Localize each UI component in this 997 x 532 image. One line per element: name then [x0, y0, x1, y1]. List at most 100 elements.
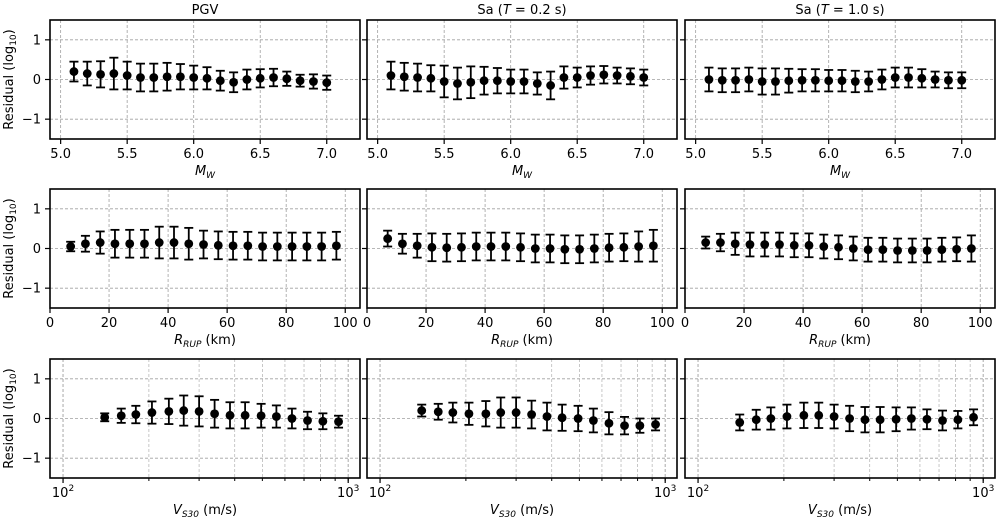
data-point: [599, 70, 609, 80]
x-tick-label: 7.0: [633, 147, 654, 162]
y-tick-label: 0: [33, 73, 41, 88]
data-point: [877, 75, 887, 84]
data-point: [717, 75, 727, 85]
data-point: [938, 416, 947, 425]
x-tick-label: 5.0: [50, 147, 71, 162]
column-title: Sa (T = 0.2 s): [477, 3, 566, 18]
x-axis-label: VS30 (m/s): [173, 503, 237, 520]
y-tick-label: 0: [33, 412, 41, 427]
data-point: [501, 242, 511, 251]
x-tick-label: 102: [52, 484, 74, 501]
data-point: [589, 244, 599, 253]
x-tick-label: 6.5: [567, 147, 588, 162]
panel-r0-c2: 5.0 5.5 6.0 6.5 7.0 MW: [680, 19, 996, 181]
data-point: [256, 411, 266, 421]
data-point: [704, 75, 714, 84]
data-point: [907, 246, 917, 255]
data-point: [479, 76, 489, 86]
y-tick-label: 1: [33, 372, 41, 387]
data-point: [757, 77, 767, 86]
data-point: [194, 406, 204, 416]
data-point: [162, 72, 172, 82]
data-point: [136, 73, 145, 82]
x-tick-label: 103: [654, 484, 676, 501]
data-point: [735, 418, 745, 427]
data-point: [413, 73, 422, 82]
y-tick-label: 1: [33, 202, 41, 217]
data-point: [745, 240, 755, 249]
data-point: [952, 244, 962, 254]
data-point: [109, 69, 119, 78]
data-point: [848, 244, 858, 253]
data-point: [215, 76, 225, 86]
data-point: [716, 238, 725, 247]
x-tick-label: 5.5: [117, 147, 138, 162]
data-point: [287, 242, 297, 251]
x-tick-label: 80: [278, 316, 295, 331]
column-title: PGV: [192, 3, 219, 18]
data-point: [829, 412, 839, 421]
panel-r0-c0: 5.0 5.5 6.0 6.5 7.0 −1 0 1 MW Residual (log10): [2, 19, 361, 181]
data-point: [334, 417, 343, 427]
data-point: [69, 67, 79, 76]
data-point: [744, 75, 754, 84]
data-point: [766, 414, 776, 423]
data-point: [860, 415, 870, 425]
data-point: [309, 77, 318, 86]
data-point: [953, 415, 963, 425]
data-point: [890, 73, 900, 82]
data-point: [189, 73, 199, 82]
panel-r0-c1: 5.0 5.5 6.0 6.5 7.0 MW: [362, 19, 678, 181]
x-tick-label: 103: [337, 484, 359, 501]
data-point: [837, 76, 847, 86]
data-point: [154, 238, 164, 247]
data-point: [760, 240, 770, 249]
data-point: [527, 410, 536, 419]
x-tick-label: 0: [363, 316, 371, 331]
x-tick-label: 40: [795, 316, 812, 331]
x-tick-label: 40: [160, 316, 177, 331]
data-point: [620, 421, 629, 431]
data-point: [819, 242, 829, 251]
x-tick-label: 6.5: [250, 147, 271, 162]
data-point: [486, 242, 496, 251]
x-tick-label: 60: [219, 316, 236, 331]
x-tick-label: 60: [854, 316, 871, 331]
data-point: [511, 408, 521, 417]
data-point: [272, 242, 282, 251]
data-point: [302, 242, 312, 251]
data-point: [295, 76, 305, 86]
data-point: [878, 245, 888, 255]
data-point: [957, 75, 967, 85]
data-point: [81, 239, 90, 249]
data-point: [572, 73, 582, 82]
data-point: [169, 238, 179, 247]
x-tick-label: 20: [418, 316, 435, 331]
data-point: [922, 414, 932, 424]
data-point: [875, 415, 885, 425]
x-tick-label: 5.5: [434, 147, 455, 162]
panel-r1-c2: 0 20 40 60 80 100 RRUP (km): [680, 188, 996, 350]
x-tick-label: 0: [46, 316, 54, 331]
data-point: [559, 73, 569, 82]
data-point: [140, 239, 149, 249]
data-point: [893, 246, 902, 255]
x-tick-label: 102: [369, 484, 391, 501]
data-point: [225, 410, 235, 420]
panel-r2-c0: 102 103 −1 0 1 VS30 (m/s) Residual (log10): [2, 358, 361, 520]
data-point: [95, 238, 105, 247]
data-point: [799, 410, 809, 420]
data-point: [427, 242, 437, 252]
x-tick-label: 6.0: [818, 147, 839, 162]
data-point: [532, 79, 542, 88]
y-tick-label: −1: [22, 452, 41, 467]
data-point: [457, 242, 466, 252]
data-point: [398, 239, 407, 249]
data-point: [110, 239, 120, 249]
data-point: [317, 242, 327, 251]
data-point: [557, 413, 567, 423]
data-point: [386, 71, 396, 80]
data-point: [318, 416, 328, 426]
y-tick-label: 0: [33, 242, 41, 257]
data-point: [258, 242, 267, 251]
